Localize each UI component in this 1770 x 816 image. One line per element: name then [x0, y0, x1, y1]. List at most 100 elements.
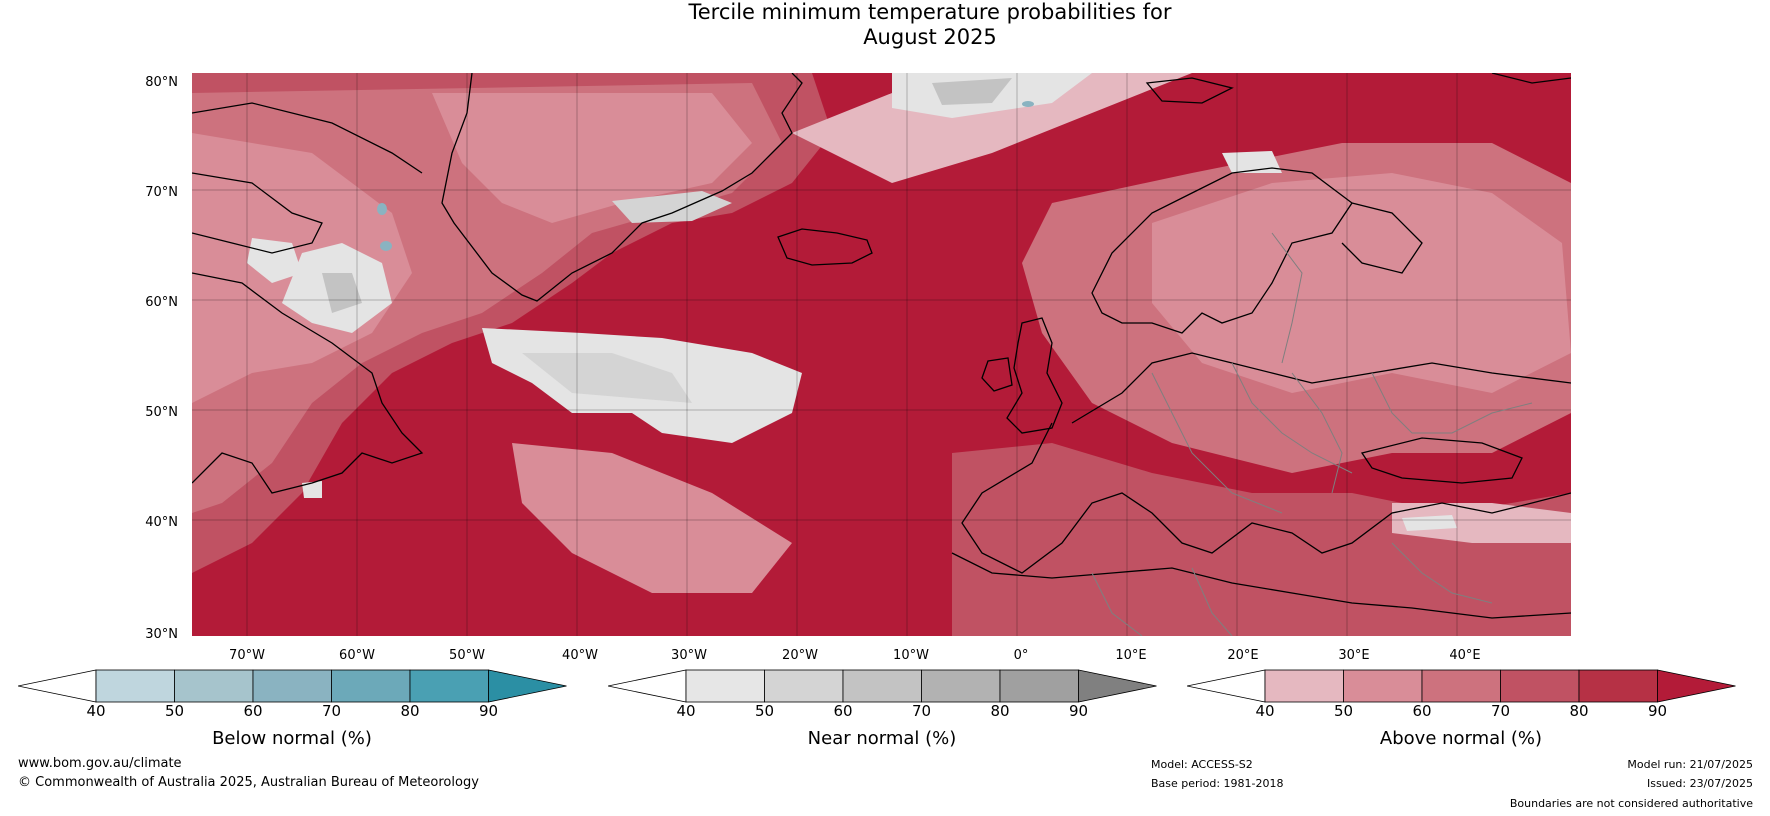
colorbar-tick-label: 50 [1333, 702, 1354, 720]
colorbar-segment [1421, 669, 1501, 703]
svalbard-coast [1145, 77, 1234, 104]
map-title: Tercile minimum temperature probabilitie… [0, 0, 1770, 50]
lat-label-60n: 60°N [145, 295, 178, 310]
colorbar-segment [252, 669, 332, 703]
lon-label-20w: 20°W [782, 648, 818, 663]
lon-label-20e: 20°E [1227, 648, 1259, 663]
border-3 [1291, 372, 1343, 494]
footer-base-period: Base period: 1981-2018 [1151, 777, 1284, 790]
colorbar-segment [685, 669, 765, 703]
lat-label-70n: 70°N [145, 185, 178, 200]
colorbar-segment [921, 669, 1001, 703]
lon-label-60w: 60°W [339, 648, 375, 663]
colorbar-above-normal [1187, 669, 1736, 703]
lon-label-10e: 10°E [1115, 648, 1147, 663]
south-europe-coast [961, 422, 1571, 574]
colorbar-tick-label: 50 [754, 702, 775, 720]
footer-website[interactable]: www.bom.gov.au/climate [18, 756, 182, 771]
ireland-coast [981, 357, 1013, 392]
probability-map [192, 73, 1571, 636]
novaya-zemlya-coast [1491, 73, 1571, 84]
colorbar-segment [95, 669, 175, 703]
lat-label-30n: 30°N [145, 627, 178, 642]
below-normal-regions [377, 101, 1034, 251]
colorbar-label-near: Near normal (%) [807, 728, 957, 749]
iceland-coast [777, 228, 873, 266]
colorbar-segment [842, 669, 922, 703]
graticule [192, 73, 1571, 636]
border-6 [1191, 567, 1233, 636]
labrador-coast [192, 272, 424, 494]
lon-label-40w: 40°W [562, 648, 598, 663]
lon-label-10w: 10°W [893, 648, 929, 663]
arctic-islands-coast [192, 102, 423, 174]
colorbar-extend-low [608, 669, 687, 703]
colorbar-extend-low [1187, 669, 1266, 703]
colorbar-tick-label: 70 [321, 702, 342, 720]
colorbar-label-below: Below normal (%) [212, 728, 372, 749]
colorbar-tick-label: 70 [911, 702, 932, 720]
colorbar-tick-label: 80 [1569, 702, 1589, 720]
borders [1091, 232, 1533, 636]
colorbar-extend-high [488, 669, 567, 703]
colorbar-tick-label: 80 [400, 702, 420, 720]
colorbar-tick-label: 70 [1490, 702, 1511, 720]
lon-label-0: 0° [1013, 648, 1029, 663]
border-8 [1271, 232, 1303, 364]
footer-model: Model: ACCESS-S2 [1151, 758, 1253, 771]
greenland-coast [441, 73, 803, 302]
lon-label-30e: 30°E [1338, 648, 1370, 663]
colorbar-tick-label: 90 [1068, 702, 1089, 720]
colorbar-label-above: Above normal (%) [1379, 728, 1543, 749]
black-sea-coast [1360, 437, 1523, 484]
colorbar-tick-label: 60 [243, 702, 263, 720]
footer-issued: Issued: 23/07/2025 [1646, 777, 1753, 790]
colorbar-below-normal [18, 669, 567, 703]
north-africa-coast [951, 552, 1571, 619]
border-4 [1371, 372, 1533, 434]
title-line-2: August 2025 [863, 25, 997, 49]
coastlines [192, 73, 1571, 619]
lon-label-30w: 30°W [671, 648, 707, 663]
colorbar-tick-label: 40 [676, 702, 696, 720]
britain-coast [1006, 317, 1063, 434]
border-7 [1391, 542, 1493, 604]
colorbar-tick-label: 90 [478, 702, 499, 720]
lat-label-40n: 40°N [145, 515, 178, 530]
colorbar-segment [999, 669, 1079, 703]
colorbar-tick-label: 60 [833, 702, 853, 720]
lat-label-50n: 50°N [145, 405, 178, 420]
lon-label-70w: 70°W [229, 648, 265, 663]
north-europe-coast [1071, 352, 1571, 424]
footer-model-run: Model run: 21/07/2025 [1627, 758, 1753, 771]
colorbar-tick-label: 90 [1647, 702, 1668, 720]
border-5 [1091, 572, 1143, 636]
colorbar-segment [1578, 669, 1658, 703]
lon-label-40e: 40°E [1449, 648, 1481, 663]
colorbar-segment [764, 669, 844, 703]
colorbar-extend-high [1078, 669, 1157, 703]
colorbar-segment [409, 669, 489, 703]
colorbar-extend-low [18, 669, 97, 703]
footer-copyright: © Commonwealth of Australia 2025, Austra… [18, 775, 479, 790]
colorbar-segment [1264, 669, 1344, 703]
colorbar-segment [1500, 669, 1580, 703]
colorbar-near-normal [608, 669, 1157, 703]
footer-disclaimer: Boundaries are not considered authoritat… [1509, 797, 1753, 810]
title-line-1: Tercile minimum temperature probabilitie… [688, 0, 1172, 24]
border-1 [1151, 372, 1283, 514]
colorbar-tick-label: 40 [86, 702, 106, 720]
baffin-coast [192, 172, 323, 254]
colorbar-extend-high [1657, 669, 1736, 703]
lat-label-80n: 80°N [145, 75, 178, 90]
colorbar-tick-label: 50 [164, 702, 185, 720]
colorbar-tick-label: 40 [1255, 702, 1275, 720]
colorbar-segment [174, 669, 254, 703]
colorbar-tick-label: 60 [1412, 702, 1432, 720]
border-2 [1231, 362, 1353, 474]
colorbar-tick-label: 80 [990, 702, 1010, 720]
finland-coast [1341, 202, 1423, 274]
colorbar-segment [331, 669, 411, 703]
colorbar-segment [1343, 669, 1423, 703]
near-normal-regions [247, 73, 1457, 531]
